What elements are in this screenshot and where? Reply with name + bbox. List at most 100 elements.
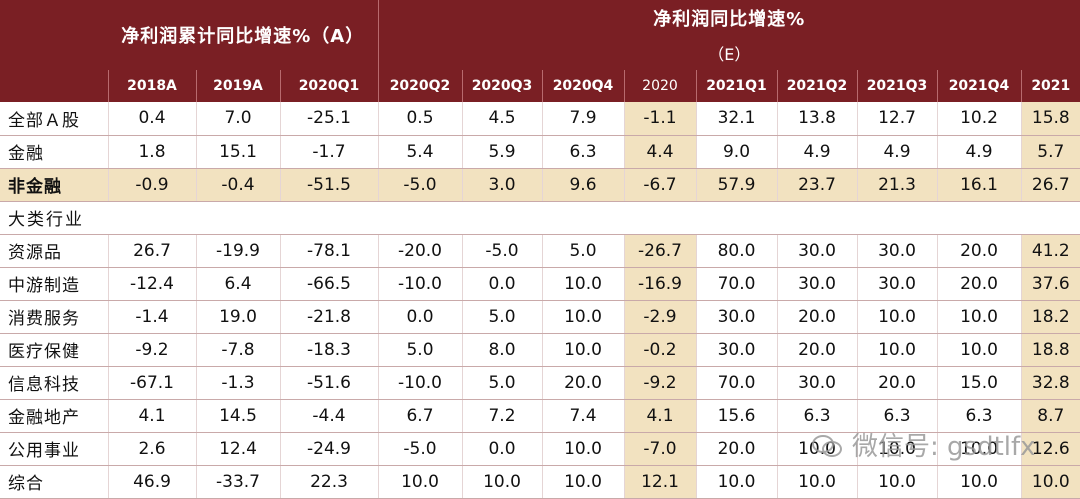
column-header-2019a: 2019A	[195, 70, 280, 102]
table-row: 公用事业 2.6 12.4 -24.9 -5.0 0.0 10.0 -7.0 20.0 10.0 1…	[0, 432, 1080, 466]
column-header-2021q4: 2021Q4	[936, 70, 1021, 102]
table-cell: 10.0	[461, 465, 542, 499]
table-cell: 7.2	[461, 399, 542, 433]
table-cell: 26.7	[107, 234, 196, 268]
table-cell: 6.7	[377, 399, 462, 433]
table-cell: 70.0	[695, 267, 777, 301]
table-cell: 10.0	[856, 432, 937, 466]
table-cell: 10.0	[856, 333, 937, 367]
table-cell: 0.0	[461, 267, 542, 301]
column-header-2020q4: 2020Q4	[541, 70, 624, 102]
table-cell: 57.9	[695, 168, 777, 202]
table-cell: 12.6	[1020, 432, 1080, 466]
table-row: 信息科技 -67.1 -1.3 -51.6 -10.0 5.0 20.0 -9.2 70.0 30…	[0, 366, 1080, 400]
table-cell: 10.0	[936, 432, 1021, 466]
header-corner-lower	[0, 70, 108, 102]
table-cell: 15.0	[936, 366, 1021, 400]
table-cell: -25.1	[279, 102, 378, 136]
table-cell: 10.0	[541, 333, 624, 367]
table-cell: -1.1	[623, 102, 696, 136]
table-cell: 4.1	[623, 399, 696, 433]
table-cell: 5.9	[461, 135, 542, 169]
table-cell: 9.0	[695, 135, 777, 169]
table-cell: -78.1	[279, 234, 378, 268]
table-row: 资源品 26.7 -19.9 -78.1 -20.0 -5.0 5.0 -26.7 80.0 30…	[0, 234, 1080, 268]
table-cell: 22.3	[279, 465, 378, 499]
table-cell: 30.0	[695, 333, 777, 367]
table-cell: -9.2	[107, 333, 196, 367]
table-cell: 32.1	[695, 102, 777, 136]
table-cell: 4.9	[936, 135, 1021, 169]
table-cell: 46.9	[107, 465, 196, 499]
table-cell: 21.3	[856, 168, 937, 202]
table-cell: 5.7	[1020, 135, 1080, 169]
table-cell: 15.1	[195, 135, 280, 169]
table-cell: 30.0	[856, 234, 937, 268]
table-cell: 10.0	[856, 465, 937, 499]
table-cell: 30.0	[776, 267, 857, 301]
table-cell: 10.0	[541, 267, 624, 301]
table-row: 医疗保健 -9.2 -7.8 -18.3 5.0 8.0 10.0 -0.2 30.0 20.0 1…	[0, 333, 1080, 367]
table-cell: -24.9	[279, 432, 378, 466]
table-cell: -51.6	[279, 366, 378, 400]
column-header-2018a: 2018A	[107, 70, 196, 102]
table-cell: -16.9	[623, 267, 696, 301]
column-header-2021q1: 2021Q1	[695, 70, 777, 102]
table-cell: 12.4	[195, 432, 280, 466]
table-cell: 20.0	[541, 366, 624, 400]
table-cell: -5.0	[461, 234, 542, 268]
table-cell: 37.6	[1020, 267, 1080, 301]
table-cell: -2.9	[623, 300, 696, 334]
column-header-2021: 2021	[1020, 70, 1080, 102]
table-row: 金融地产 4.1 14.5 -4.4 6.7 7.2 7.4 4.1 15.6 6.3 6.3 6.3…	[0, 399, 1080, 433]
table-cell: 5.0	[461, 300, 542, 334]
table-cell: 16.1	[936, 168, 1021, 202]
row-label: 金融地产	[0, 399, 108, 433]
table-cell: 6.3	[936, 399, 1021, 433]
table-cell: 30.0	[776, 366, 857, 400]
column-header-2020: 2020	[623, 70, 696, 102]
table-cell: 5.0	[541, 234, 624, 268]
table-cell: 7.4	[541, 399, 624, 433]
table-cell: 8.0	[461, 333, 542, 367]
table-cell: -5.0	[377, 168, 462, 202]
table-cell: 8.7	[1020, 399, 1080, 433]
table-row: 消费服务 -1.4 19.0 -21.8 0.0 5.0 10.0 -2.9 30.0 20.0 1…	[0, 300, 1080, 334]
table-cell: 30.0	[776, 234, 857, 268]
table-cell: 10.0	[936, 300, 1021, 334]
header-estimate-title: 净利润同比增速%	[653, 9, 806, 30]
table-cell: 12.1	[623, 465, 696, 499]
table-cell: -0.4	[195, 168, 280, 202]
row-label: 公用事业	[0, 432, 108, 466]
table-cell: 15.8	[1020, 102, 1080, 136]
table-cell: 10.0	[856, 300, 937, 334]
table-cell: 20.0	[936, 267, 1021, 301]
table-cell: -6.7	[623, 168, 696, 202]
table-cell: 4.1	[107, 399, 196, 433]
column-header-2021q3: 2021Q3	[856, 70, 937, 102]
table-cell: 10.2	[936, 102, 1021, 136]
row-label: 全部Ａ股	[0, 102, 108, 136]
table-cell: 20.0	[776, 333, 857, 367]
table-cell: 1.8	[107, 135, 196, 169]
table-cell: 30.0	[856, 267, 937, 301]
table-cell: 12.7	[856, 102, 937, 136]
row-label: 金融	[0, 135, 108, 169]
table-cell: -9.2	[623, 366, 696, 400]
table-cell: -21.8	[279, 300, 378, 334]
table-cell: -18.3	[279, 333, 378, 367]
table-cell: 5.0	[377, 333, 462, 367]
table-row: 综合 46.9 -33.7 22.3 10.0 10.0 10.0 12.1 10.0 10.0 1…	[0, 465, 1080, 499]
table-cell: 0.5	[377, 102, 462, 136]
table-cell: 0.0	[461, 432, 542, 466]
column-header-2020q3: 2020Q3	[461, 70, 542, 102]
table-cell: -7.8	[195, 333, 280, 367]
table-cell: 6.3	[856, 399, 937, 433]
row-label: 信息科技	[0, 366, 108, 400]
table-cell: -7.0	[623, 432, 696, 466]
table-cell: 5.4	[377, 135, 462, 169]
row-label: 消费服务	[0, 300, 108, 334]
table-cell: 4.9	[856, 135, 937, 169]
table-cell: 7.0	[195, 102, 280, 136]
table-cell: -10.0	[377, 366, 462, 400]
